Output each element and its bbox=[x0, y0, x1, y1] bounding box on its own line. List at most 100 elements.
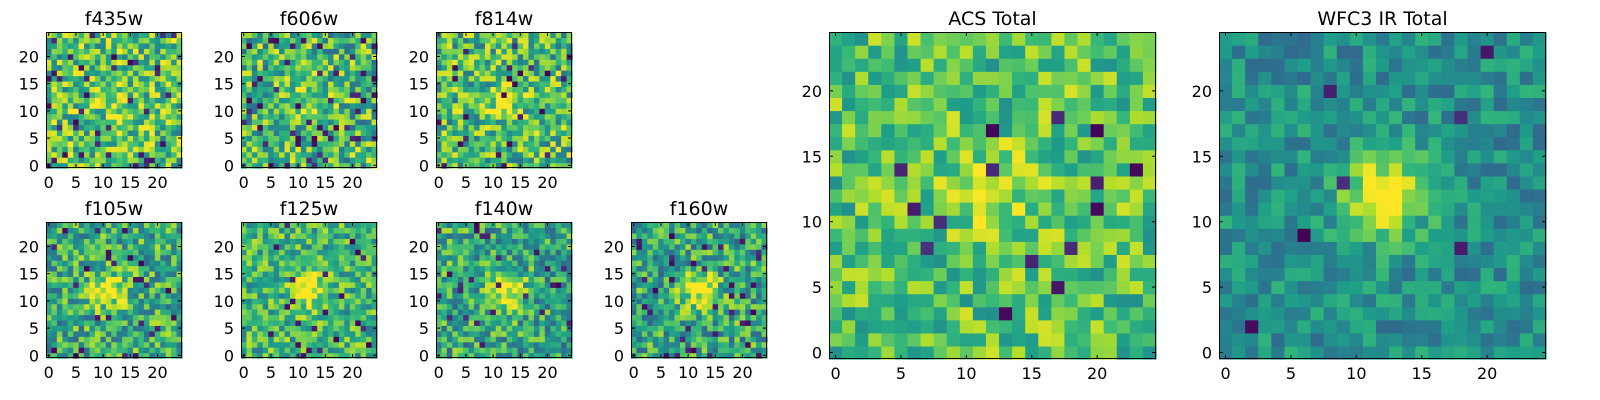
heatmap-cell bbox=[468, 232, 475, 239]
heatmap-cell bbox=[959, 280, 974, 295]
heatmap-cell bbox=[273, 70, 280, 77]
heatmap-cell bbox=[566, 265, 573, 272]
heatmap-cell bbox=[127, 309, 134, 316]
heatmap-cell bbox=[669, 260, 676, 267]
heatmap-cell bbox=[517, 341, 524, 348]
heatmap-cell bbox=[756, 222, 763, 229]
heatmap-cell bbox=[452, 157, 459, 164]
heatmap-cell bbox=[300, 37, 307, 44]
heatmap-cell bbox=[257, 97, 264, 104]
heatmap-cell bbox=[484, 314, 491, 321]
heatmap-cell bbox=[544, 287, 551, 294]
heatmap-cell bbox=[284, 108, 291, 115]
heatmap-cell bbox=[959, 306, 974, 321]
heatmap-cell bbox=[73, 238, 80, 245]
heatmap-cell bbox=[100, 91, 107, 98]
heatmap-cell bbox=[116, 319, 123, 326]
heatmap-cell bbox=[322, 124, 329, 131]
heatmap-cell bbox=[690, 298, 697, 305]
heatmap-cell bbox=[718, 341, 725, 348]
heatmap-cell bbox=[360, 309, 367, 316]
heatmap-cell bbox=[881, 228, 895, 242]
heatmap-cell bbox=[289, 70, 296, 77]
heatmap-cell bbox=[474, 270, 481, 277]
heatmap-cell bbox=[344, 232, 351, 239]
heatmap-cell bbox=[745, 227, 752, 234]
heatmap-cell bbox=[333, 80, 340, 87]
heatmap-cell bbox=[523, 292, 530, 299]
heatmap-cell bbox=[89, 135, 96, 142]
heatmap-cell bbox=[289, 238, 296, 245]
heatmap-cell bbox=[328, 243, 335, 250]
heatmap-cell bbox=[728, 238, 735, 245]
heatmap-cell bbox=[317, 281, 324, 288]
heatmap-cell bbox=[284, 336, 291, 343]
heatmap-cell bbox=[284, 314, 291, 321]
heatmap-cell bbox=[452, 140, 459, 147]
heatmap-cell bbox=[154, 314, 161, 321]
heatmap-cell bbox=[360, 37, 367, 44]
heatmap-cell bbox=[116, 287, 123, 294]
heatmap-cell bbox=[463, 265, 470, 272]
heatmap-cell bbox=[1051, 228, 1066, 242]
heatmap-cell bbox=[539, 135, 546, 142]
heatmap-cell bbox=[257, 37, 264, 44]
heatmap-cell bbox=[289, 135, 296, 142]
heatmap-cell bbox=[1090, 345, 1105, 360]
heatmap-cell bbox=[333, 314, 340, 321]
heatmap-cell bbox=[328, 129, 335, 136]
heatmap-cell bbox=[94, 91, 101, 98]
heatmap-cell bbox=[84, 124, 91, 131]
heatmap-cell bbox=[84, 260, 91, 267]
heatmap-cell bbox=[56, 32, 63, 39]
heatmap-cell bbox=[78, 108, 85, 115]
heatmap-cell bbox=[306, 108, 313, 115]
heatmap-cell bbox=[441, 249, 448, 256]
heatmap-cell bbox=[528, 97, 535, 104]
heatmap-cell bbox=[105, 260, 112, 267]
heatmap-cell bbox=[544, 325, 551, 332]
heatmap-cell bbox=[284, 113, 291, 120]
heatmap-cell bbox=[761, 309, 768, 316]
heatmap-cell bbox=[679, 265, 686, 272]
heatmap-cell bbox=[360, 222, 367, 229]
heatmap-cell bbox=[165, 260, 172, 267]
heatmap-cell bbox=[268, 86, 275, 93]
heatmap-cell bbox=[544, 243, 551, 250]
heatmap-cell bbox=[328, 162, 335, 169]
heatmap-cell bbox=[669, 276, 676, 283]
heatmap-cell bbox=[750, 254, 757, 261]
heatmap-cell bbox=[328, 59, 335, 66]
heatmap-cell bbox=[241, 70, 248, 77]
heatmap-cell bbox=[127, 260, 134, 267]
heatmap-cell bbox=[289, 265, 296, 272]
heatmap-cell bbox=[441, 298, 448, 305]
heatmap-cell bbox=[89, 124, 96, 131]
heatmap-cell bbox=[73, 276, 80, 283]
heatmap-cell bbox=[246, 59, 253, 66]
heatmap-cell bbox=[100, 254, 107, 261]
heatmap-cell bbox=[122, 151, 129, 158]
heatmap-cell bbox=[338, 157, 345, 164]
heatmap-cell bbox=[84, 330, 91, 337]
heatmap-cell bbox=[652, 341, 659, 348]
heatmap-cell bbox=[165, 265, 172, 272]
heatmap-cell bbox=[495, 276, 502, 283]
heatmap-cell bbox=[452, 70, 459, 77]
heatmap-cell bbox=[62, 243, 69, 250]
heatmap-cell bbox=[289, 298, 296, 305]
heatmap-cell bbox=[533, 298, 540, 305]
heatmap-cell bbox=[555, 124, 562, 131]
heatmap-cell bbox=[333, 309, 340, 316]
heatmap-cell bbox=[73, 243, 80, 250]
heatmap-cell bbox=[533, 352, 540, 359]
heatmap-cell bbox=[138, 91, 145, 98]
heatmap-cell bbox=[641, 227, 648, 234]
heatmap-cell bbox=[62, 75, 69, 82]
heatmap-cell bbox=[1129, 332, 1144, 347]
heatmap-cell bbox=[495, 314, 502, 321]
heatmap-cell bbox=[761, 260, 768, 267]
heatmap-cell bbox=[111, 232, 118, 239]
heatmap-cell bbox=[171, 330, 178, 337]
heatmap-cell bbox=[636, 347, 643, 354]
